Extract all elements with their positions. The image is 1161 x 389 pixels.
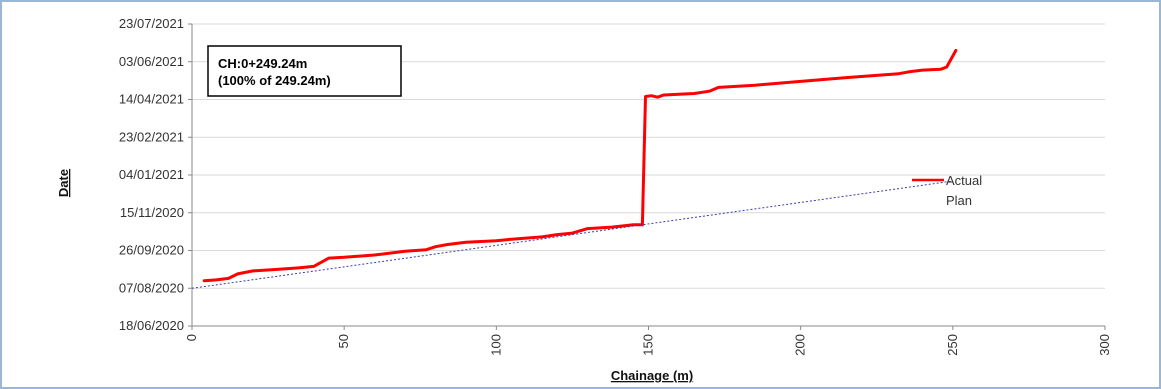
y-tick-label: 04/01/2021 (119, 167, 184, 182)
annotation-line-1: CH:0+249.24m (218, 56, 307, 71)
series-plan-line (191, 180, 953, 289)
x-tick-label: 100 (488, 334, 503, 356)
x-axis-title: Chainage (m) (611, 368, 693, 383)
x-axis-ticks: 0 50 100 150 200 250 300 (184, 326, 1112, 356)
annotation-box: CH:0+249.24m (100% of 249.24m) (207, 45, 402, 97)
y-axis-ticks: 18/06/2020 07/08/2020 26/09/2020 15/11/2020… (119, 16, 192, 333)
y-tick-label: 14/04/2021 (119, 92, 184, 107)
x-tick-label: 50 (336, 334, 351, 348)
y-tick-label: 07/08/2020 (119, 280, 184, 295)
annotation-line-2: (100% of 249.24m) (218, 73, 331, 88)
legend-actual-label: Actual (946, 173, 982, 188)
legend-plan-label: Plan (946, 193, 972, 208)
y-tick-label: 18/06/2020 (119, 318, 184, 333)
x-tick-label: 200 (793, 334, 808, 356)
x-tick-label: 300 (1097, 334, 1112, 356)
y-axis-title: Date (56, 169, 71, 197)
series-layer (191, 48, 958, 289)
y-tick-label: 26/09/2020 (119, 243, 184, 258)
x-tick-label: 150 (641, 334, 656, 356)
x-tick-label: 0 (184, 334, 199, 341)
y-tick-label: 03/06/2021 (119, 54, 184, 69)
y-tick-label: 23/02/2021 (119, 129, 184, 144)
legend: Actual Plan (912, 173, 982, 208)
y-tick-label: 15/11/2020 (120, 205, 184, 220)
series-actual-line (202, 48, 958, 283)
y-tick-label: 23/07/2021 (119, 16, 184, 31)
x-tick-label: 250 (945, 334, 960, 356)
gridlines (192, 23, 1105, 289)
